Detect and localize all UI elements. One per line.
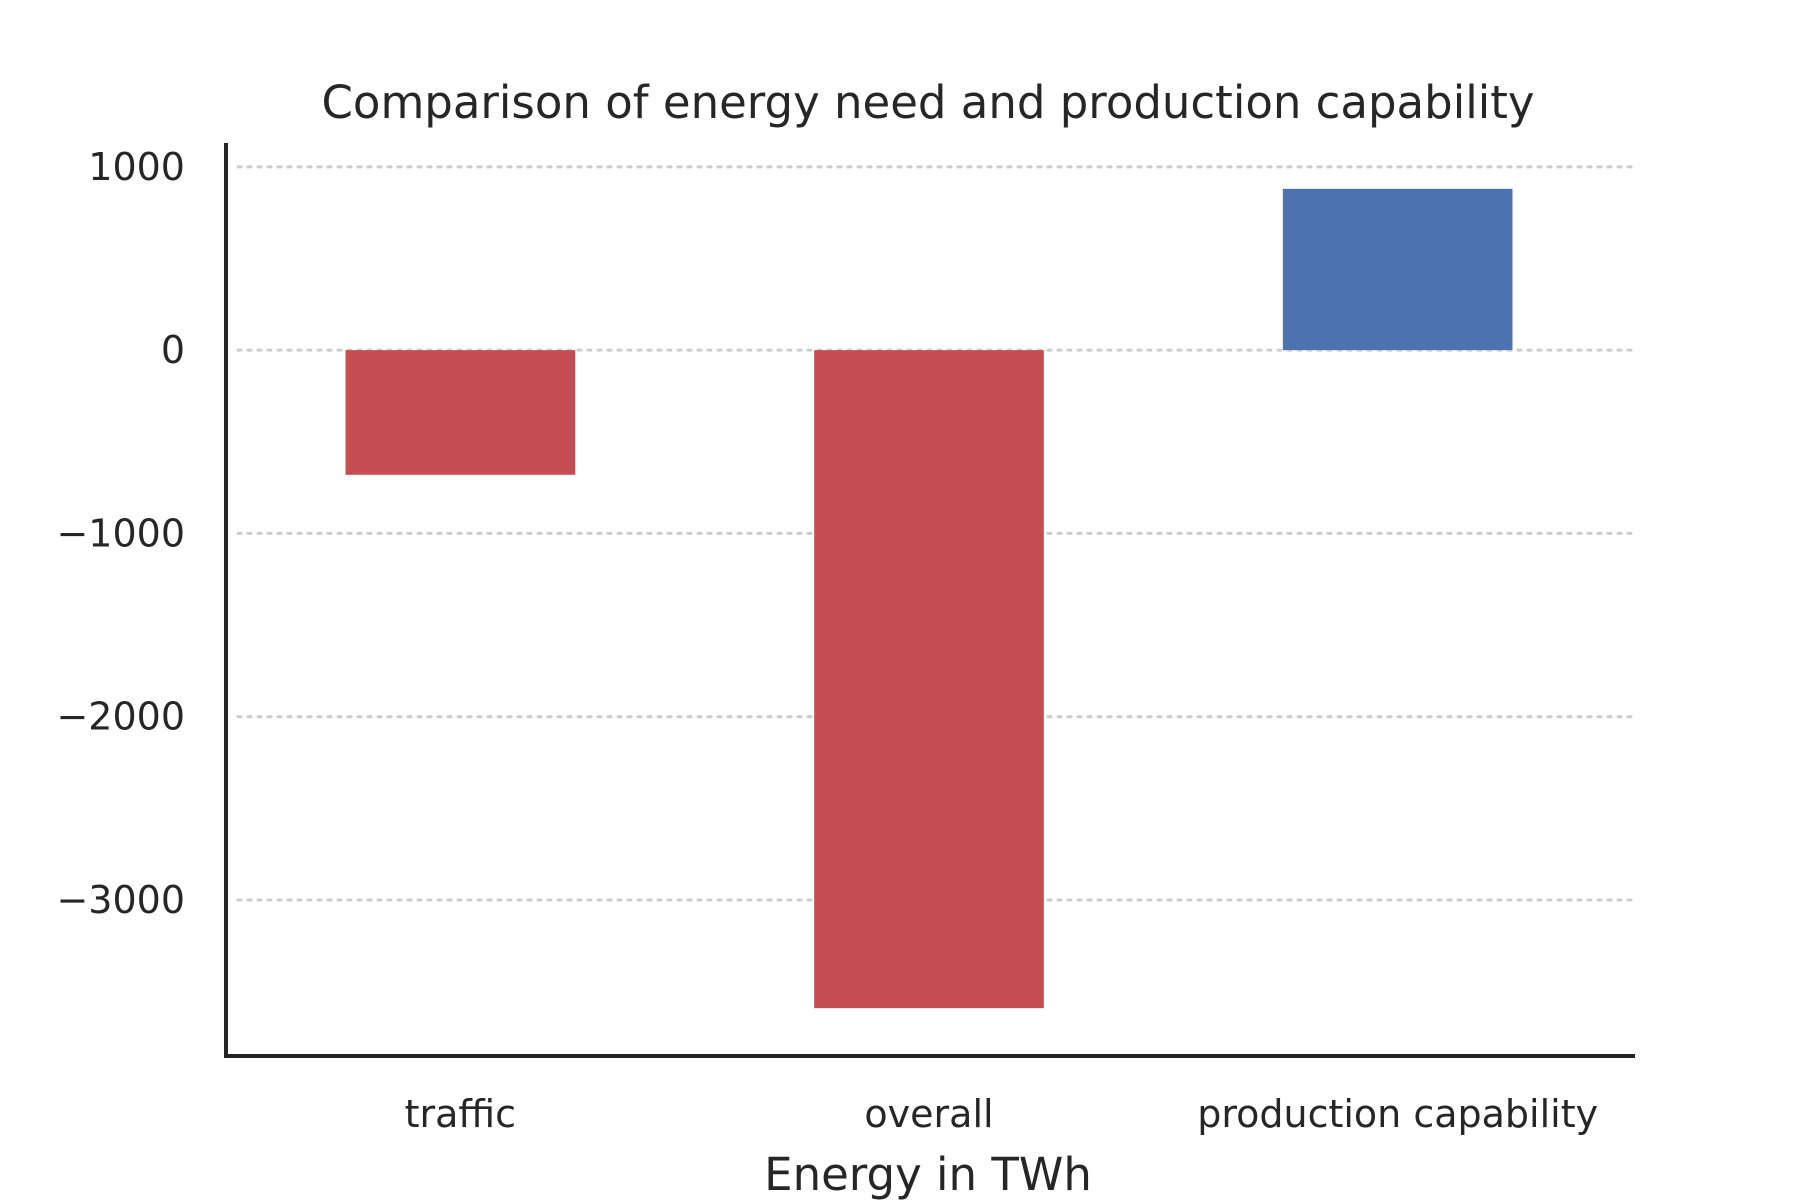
y-tick-label: −1000 — [56, 511, 185, 555]
bar-overall — [814, 350, 1044, 1009]
bar-production-capability — [1282, 188, 1513, 351]
chart-title: Comparison of energy need and production… — [322, 76, 1535, 129]
y-tick-label: 1000 — [88, 145, 185, 189]
x-axis-label: Energy in TWh — [764, 1148, 1092, 1200]
x-tick-label: traffic — [405, 1092, 516, 1136]
x-tick-label: production capability — [1197, 1092, 1598, 1136]
axes — [224, 143, 1635, 1058]
y-tick-label: −2000 — [56, 695, 185, 739]
bars — [345, 188, 1513, 1009]
x-tick-label: overall — [864, 1092, 993, 1136]
y-tick-label: −3000 — [56, 878, 185, 922]
y-tick-labels: 1000 0 −1000 −2000 −3000 — [56, 145, 185, 922]
x-tick-labels: traffic overall production capability — [405, 1092, 1599, 1136]
bar-traffic — [345, 350, 576, 475]
y-tick-label: 0 — [161, 328, 185, 372]
